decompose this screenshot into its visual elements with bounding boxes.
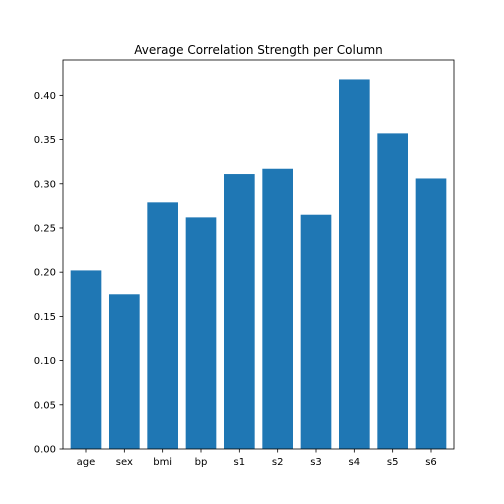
bars-group — [70, 79, 447, 450]
y-tick-label: 0.25 — [34, 223, 56, 234]
x-axis-ticks: age sex bmi bp s1 s2 s3 s4 s5 s6 — [77, 449, 437, 468]
bar-s4 — [339, 79, 370, 449]
chart-title: Average Correlation Strength per Column — [134, 43, 383, 57]
y-tick-label: 0.10 — [34, 356, 56, 367]
y-tick-label: 0.15 — [34, 312, 56, 323]
x-tick-label: s1 — [234, 457, 246, 468]
bar-s6 — [415, 178, 447, 449]
bar-bp — [185, 217, 217, 449]
x-tick-label: s2 — [272, 457, 284, 468]
x-tick-label: age — [77, 457, 96, 468]
bar-s3 — [300, 214, 332, 449]
y-tick-label: 0.30 — [34, 179, 56, 190]
x-tick-label: s3 — [310, 457, 322, 468]
y-tick-label: 0.40 — [34, 91, 56, 102]
bar-s5 — [377, 133, 408, 449]
y-axis-ticks: 0.00 0.05 0.10 0.15 0.20 0.25 0.30 0.35 0.40 — [34, 91, 63, 456]
bar-s1 — [224, 174, 255, 449]
x-tick-label: sex — [116, 457, 133, 468]
x-tick-label: s5 — [387, 457, 399, 468]
bar-bmi — [147, 202, 178, 449]
bar-s2 — [262, 168, 293, 450]
plot-frame — [62, 59, 455, 450]
y-tick-label: 0.05 — [34, 400, 56, 411]
x-tick-label: bmi — [153, 457, 172, 468]
x-tick-label: bp — [195, 457, 208, 468]
y-tick-label: 0.20 — [34, 268, 56, 279]
y-tick-label: 0.00 — [34, 445, 56, 456]
y-tick-label: 0.35 — [34, 135, 56, 146]
x-tick-label: s4 — [349, 457, 361, 468]
x-tick-label: s6 — [425, 457, 437, 468]
bar-age — [70, 270, 102, 449]
bar-sex — [109, 294, 140, 449]
